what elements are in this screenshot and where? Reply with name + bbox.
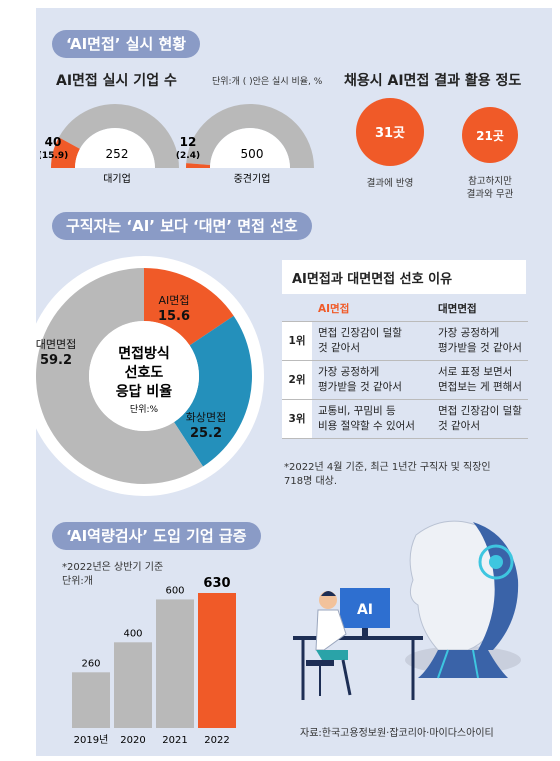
gauge-category-label: 중견기업	[234, 172, 271, 185]
donut-slice	[174, 315, 252, 467]
reason-table-title-box	[282, 260, 526, 294]
reason-ai-1-line2: 것 같아서	[318, 342, 360, 354]
donut-slice-label: 대면면접	[36, 338, 76, 351]
donut-slice-label: 화상면접	[186, 411, 226, 424]
usage-label-reference-only-line2: 결과와 무관	[467, 188, 514, 200]
bar	[156, 599, 194, 728]
usage-value-reference-only: 21곳	[476, 129, 504, 143]
donut-hole	[89, 321, 199, 431]
bar-chart-unit: 단위:개	[62, 576, 93, 587]
rank-3: 3위	[282, 399, 312, 439]
reason-table-wrap: AI면접 대면면접 1위 면접 긴장감이 덜할 것 같아서 가장 공정하게 평가받을…	[282, 298, 528, 439]
section1-title: ‘AI면접’ 실시 현황	[52, 30, 201, 58]
section3-title: ‘AI역량검사’ 도입 기업 급증	[52, 522, 261, 550]
ai-interview-companies-subtitle: AI면접 실시 기업 수	[56, 73, 177, 89]
bar-value-label: 600	[165, 585, 184, 596]
gauge-ai-rate: (15.9)	[40, 151, 68, 161]
rank-2: 2위	[282, 360, 312, 400]
illustration-ai-label: AI	[357, 602, 373, 618]
usage-label-reference-only-line1: 참고하지만	[468, 175, 512, 187]
reason-ai-2-line1: 가장 공정하게	[318, 366, 380, 378]
gauge-other-arc	[186, 103, 314, 168]
reason-face-1-line1: 가장 공정하게	[438, 327, 500, 339]
section2-title: 구직자는 ‘AI’ 보다 ‘대면’ 면접 선호	[52, 212, 312, 240]
donut-slice-value: 15.6	[158, 309, 190, 324]
gauge-ai-count: 12	[180, 135, 197, 149]
gauge-ai-count: 40	[45, 135, 62, 149]
gauge-ai-arc	[51, 137, 80, 168]
usage-circle-reflected	[356, 98, 424, 166]
reason-face-1-line2: 평가받을 것 같아서	[438, 342, 522, 354]
gauge-other-value: 500	[241, 147, 264, 161]
header-ai: AI면접	[312, 298, 432, 322]
reason-ai-3-line2: 비용 절약할 수 있어서	[318, 420, 415, 432]
donut-slice	[144, 268, 234, 346]
reason-ai-1-line1: 면접 긴장감이 덜할	[318, 327, 402, 339]
gauge-other-arc	[58, 103, 179, 168]
bar-category-label: 2021	[162, 735, 187, 746]
reason-table-title: AI면접과 대면면접 선호 이유	[292, 272, 453, 287]
reason-face-3-line2: 것 같아서	[438, 420, 480, 432]
gauge-inner-disc	[210, 128, 290, 168]
gauge-unit-note: 단위:개 ( )안은 실시 비율, %	[212, 77, 323, 87]
reason-face-2-line1: 서로 표정 보면서	[438, 366, 513, 378]
bar-category-label: 2020	[120, 735, 145, 746]
usage-label-reflected: 결과에 반영	[367, 178, 414, 189]
gauge-inner-disc	[75, 128, 155, 168]
usage-value-reflected: 31곳	[375, 126, 405, 141]
bar	[72, 672, 110, 728]
donut-center-line1: 면접방식	[118, 345, 170, 362]
robot-head-icon	[405, 520, 521, 679]
bar-category-label: 2022	[204, 735, 229, 746]
reason-face-3-line1: 면접 긴장감이 덜할	[438, 405, 522, 417]
bar-value-label: 260	[81, 658, 100, 669]
rank-1: 1위	[282, 321, 312, 361]
gauge-other-value: 252	[106, 147, 129, 161]
reason-ai-2-line2: 평가받을 것 같아서	[318, 381, 402, 393]
donut-slice	[36, 268, 204, 484]
header-face: 대면면접	[432, 298, 528, 322]
bar	[198, 593, 236, 728]
donut-center-line2: 선호도	[125, 365, 164, 381]
gauge-category-label: 대기업	[103, 172, 131, 185]
person-at-desk-icon: AI	[293, 588, 423, 700]
ai-result-usage-subtitle: 채용시 AI면접 결과 활용 정도	[344, 73, 522, 89]
bar-chart-note: *2022년은 상반기 기준	[62, 562, 164, 573]
reason-ai-3-line1: 교통비, 꾸밈비 등	[318, 405, 396, 417]
donut-unit: 단위:%	[130, 404, 159, 415]
reason-face-2-line2: 면접보는 게 편해서	[438, 381, 522, 393]
bar-value-label: 400	[123, 628, 142, 639]
bar	[114, 642, 152, 728]
usage-circles: 31곳 21곳 결과에 반영 참고하지만 결과와 무관	[356, 98, 518, 200]
gauge-charts: 252 40 (15.9) 대기업 500 12 (2.4) 중견기업	[40, 103, 314, 185]
survey-note-line2: 718명 대상.	[284, 476, 338, 487]
gauge-ai-rate: (2.4)	[176, 151, 200, 161]
usage-circle-reference-only	[462, 107, 518, 163]
ai-interview-illustration: AI	[293, 520, 521, 700]
donut-center-line3: 응답 비율	[116, 383, 173, 400]
reason-table: AI면접 대면면접 1위 면접 긴장감이 덜할 것 같아서 가장 공정하게 평가받을…	[282, 298, 528, 439]
donut-slice-value: 59.2	[40, 353, 72, 368]
reason-table-header-row: AI면접 대면면접	[282, 298, 528, 322]
bar-value-label: 630	[203, 576, 230, 591]
ai-test-bar-chart: 260 2019년 400 2020 600 2021 630 2022	[72, 576, 236, 746]
source-note: 자료:한국고용정보원·잡코리아·마이다스아이티	[300, 728, 494, 739]
survey-note-line1: *2022년 4월 기준, 최근 1년간 구직자 및 직장인	[284, 462, 491, 473]
donut-slice-label: AI면접	[158, 294, 189, 307]
donut-slice-value: 25.2	[190, 426, 222, 441]
gauge-ai-arc	[186, 163, 211, 168]
bar-category-label: 2019년	[74, 734, 109, 746]
